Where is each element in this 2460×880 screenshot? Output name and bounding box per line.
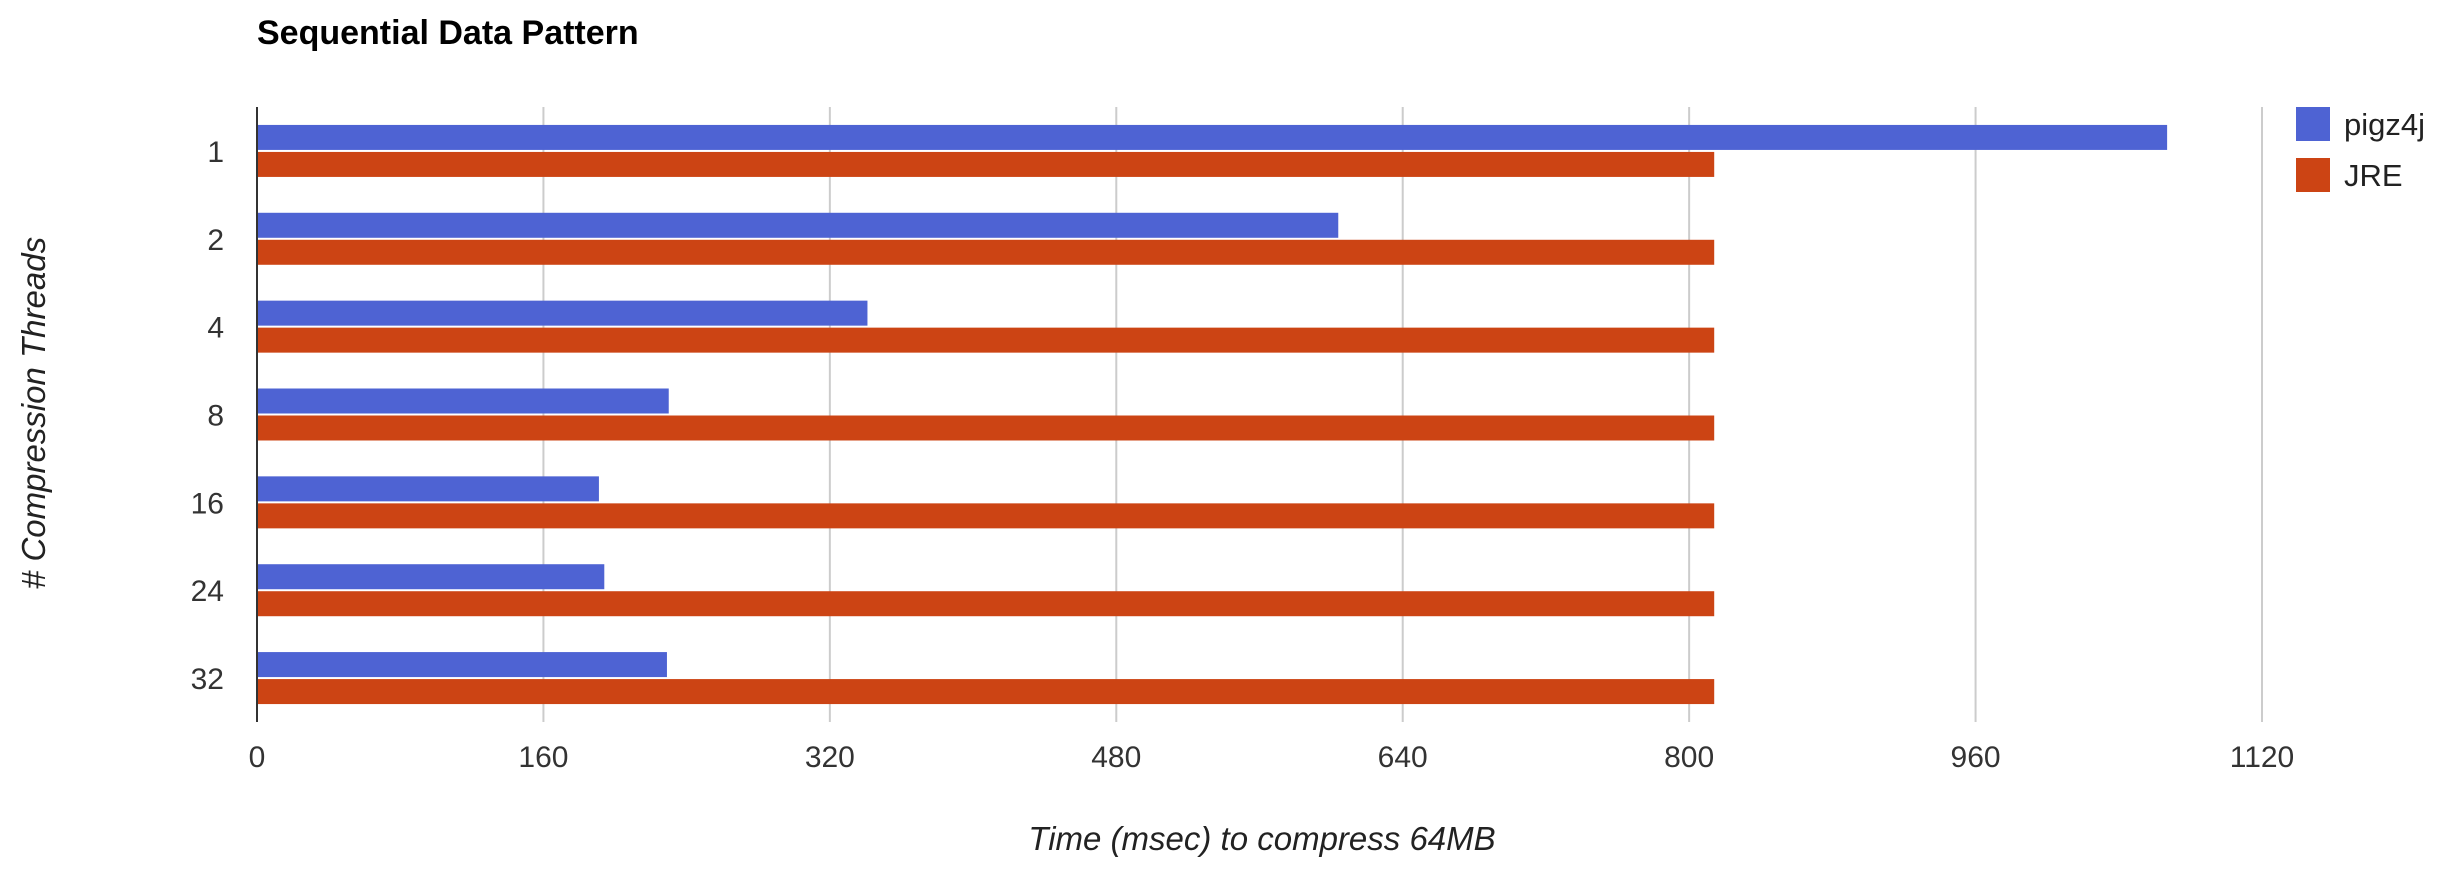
x-tick-label: 480 [1091,741,1141,774]
bar-jre-4 [257,327,1715,353]
bar-pigz4j-24 [257,564,605,590]
y-tick-label: 1 [207,136,224,169]
x-tick-labels: 0 160 320 480 640 800 960 1120 [249,741,2295,774]
legend-swatch-pigz4j [2296,107,2330,141]
x-tick-label: 160 [518,741,568,774]
x-tick-label: 800 [1664,741,1714,774]
bar-pigz4j-4 [257,300,868,326]
x-tick-label: 0 [249,741,266,774]
bar-jre-1 [257,151,1715,177]
x-tick-label: 960 [1951,741,2001,774]
bar-pigz4j-8 [257,388,669,414]
x-tick-label: 1120 [2230,741,2295,774]
bar-pigz4j-1 [257,124,2168,150]
y-tick-label: 24 [191,575,224,608]
chart-title: Sequential Data Pattern [257,14,639,52]
legend-label-pigz4j: pigz4j [2344,107,2425,142]
x-tick-label: 640 [1378,741,1428,774]
bar-jre-2 [257,239,1715,265]
y-axis-title: # Compression Threads [15,237,52,589]
bar-pigz4j-16 [257,476,599,502]
bar-pigz4j-32 [257,652,667,678]
y-tick-label: 32 [191,663,224,696]
bar-jre-32 [257,679,1715,705]
bar-jre-16 [257,503,1715,529]
bar-pigz4j-2 [257,212,1339,238]
y-tick-label: 2 [207,224,224,257]
bar-jre-24 [257,591,1715,617]
legend-label-jre: JRE [2344,158,2403,193]
grid-lines [542,107,2263,722]
x-axis-title: Time (msec) to compress 64MB [1028,820,1495,857]
legend-swatch-jre [2296,158,2330,192]
x-tick-label: 320 [805,741,855,774]
bar-jre-8 [257,415,1715,441]
y-tick-label: 16 [191,487,224,520]
y-tick-label: 4 [207,312,224,345]
y-tick-label: 8 [207,400,224,433]
legend: pigz4j JRE [2296,107,2425,193]
bars [257,124,2168,705]
